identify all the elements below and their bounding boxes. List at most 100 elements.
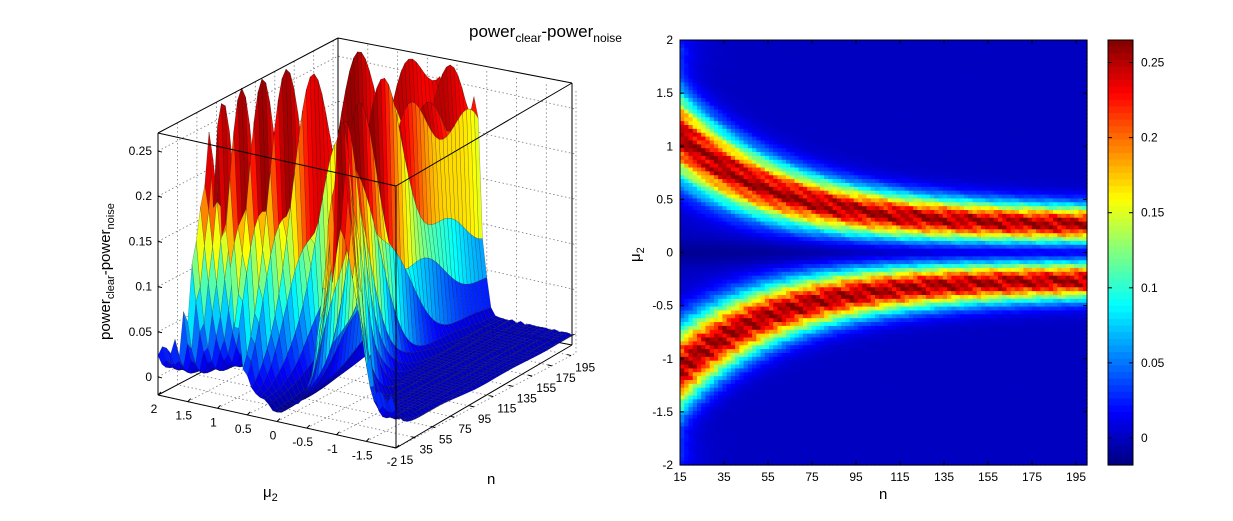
heatmap-cell: [747, 229, 753, 234]
heatmap-cell: [730, 105, 736, 111]
heatmap-cell: [692, 422, 698, 427]
heatmap-cell: [684, 445, 690, 451]
heatmap-cell: [705, 356, 711, 362]
heatmap-cell: [692, 182, 698, 188]
heatmap-cell: [696, 186, 702, 192]
heatmap-cell: [722, 186, 728, 192]
n-gridline: [196, 112, 435, 428]
heatmap-cell: [680, 283, 685, 288]
heatmap-cell: [692, 109, 698, 115]
heatmap-cell: [764, 449, 770, 455]
heatmap-cell: [747, 51, 753, 57]
heatmap-cell: [705, 387, 711, 393]
heatmap-cell: [756, 302, 762, 308]
heatmap-cell: [718, 457, 723, 462]
heatmap-cell: [692, 318, 698, 323]
heatmap-cell: [701, 287, 707, 292]
heatmap-cell: [718, 260, 723, 265]
heatmap-cell: [764, 55, 770, 60]
heatmap-cell: [722, 113, 728, 118]
heatmap-cell: [756, 82, 762, 87]
heatmap-cell: [726, 279, 732, 285]
heatmap-cell: [709, 441, 715, 447]
heatmap-cell: [747, 43, 753, 49]
heatmap-cell: [713, 410, 719, 416]
heatmap-cell: [739, 237, 745, 242]
heatmap-cell: [764, 105, 770, 111]
heatmap-cell: [713, 422, 719, 427]
heatmap-cell: [752, 148, 757, 153]
heatmap-cell: [692, 434, 698, 439]
heatmap-cell: [709, 121, 715, 126]
heatmap-cell: [743, 182, 749, 188]
heatmap-cell: [735, 322, 740, 327]
heatmap-cell: [752, 271, 757, 277]
heatmap-cell: [705, 267, 711, 273]
heatmap-cell: [735, 70, 740, 76]
heatmap-cell: [713, 430, 719, 435]
heatmap-cell: [709, 283, 715, 288]
heatmap-cell: [696, 441, 702, 447]
heatmap-cell: [752, 59, 757, 64]
heatmap-cell: [726, 391, 732, 397]
heatmap-cell: [701, 445, 707, 451]
heatmap-cell: [760, 179, 766, 184]
heatmap-cell: [680, 155, 685, 161]
heatmap-cell: [680, 202, 685, 207]
heatmap-cell: [769, 51, 774, 57]
heatmap-cell: [705, 345, 711, 350]
heatmap-cell: [696, 298, 702, 304]
heatmap-cell: [756, 140, 762, 145]
heatmap-cell: [760, 229, 766, 234]
heatmap-cell: [688, 445, 694, 451]
heatmap-cell: [726, 140, 732, 145]
heatmap-cell: [747, 291, 753, 296]
heatmap-cell: [756, 260, 762, 265]
heatmap-cell: [696, 279, 702, 285]
heatmap-cell: [726, 229, 732, 234]
heatmap-cell: [718, 237, 723, 242]
heatmap-cell: [743, 67, 749, 72]
heatmap-cell: [713, 233, 719, 238]
heatmap-cell: [752, 383, 757, 389]
heatmap-cell: [747, 360, 753, 366]
heatmap-cell: [756, 152, 762, 157]
heatmap-cell: [756, 410, 762, 416]
heatmap-cell: [684, 403, 690, 408]
heatmap-cell: [752, 457, 757, 462]
heatmap-cell: [756, 237, 762, 242]
heatmap-cell: [705, 90, 711, 95]
heatmap-cell: [747, 155, 753, 161]
heatmap-cell: [701, 434, 707, 439]
heatmap-cell: [688, 264, 694, 269]
heatmap-cell: [709, 329, 715, 335]
heatmap-cell: [726, 291, 732, 296]
heatmap-cell: [696, 221, 702, 227]
heatmap-cell: [701, 78, 707, 84]
heatmap-cell: [701, 233, 707, 238]
heatmap-cell: [701, 298, 707, 304]
heatmap-cell: [718, 78, 723, 84]
heatmap-cell: [705, 244, 711, 250]
heatmap-cell: [680, 264, 685, 269]
heatmap-cell: [680, 395, 685, 400]
heatmap-cell: [764, 148, 770, 153]
heatmap-cell: [688, 128, 694, 134]
heatmap-cell: [760, 434, 766, 439]
heatmap-cell: [743, 271, 749, 277]
heatmap-cell: [705, 437, 711, 443]
heatmap-cell: [688, 325, 694, 331]
heatmap-cell: [739, 175, 745, 180]
heatmap-cell: [684, 136, 690, 142]
heatmap-cell: [713, 132, 719, 138]
heatmap-cell: [705, 410, 711, 416]
heatmap-cell: [760, 248, 766, 254]
heatmap-cell: [718, 387, 723, 393]
heatmap-cell: [680, 298, 685, 304]
heatmap-cell: [701, 113, 707, 118]
heatmap-cell: [756, 202, 762, 207]
heatmap-cell: [680, 186, 685, 192]
heatmap-cell: [680, 368, 685, 373]
heatmap-cell: [680, 167, 685, 172]
heatmap-cell: [747, 410, 753, 416]
